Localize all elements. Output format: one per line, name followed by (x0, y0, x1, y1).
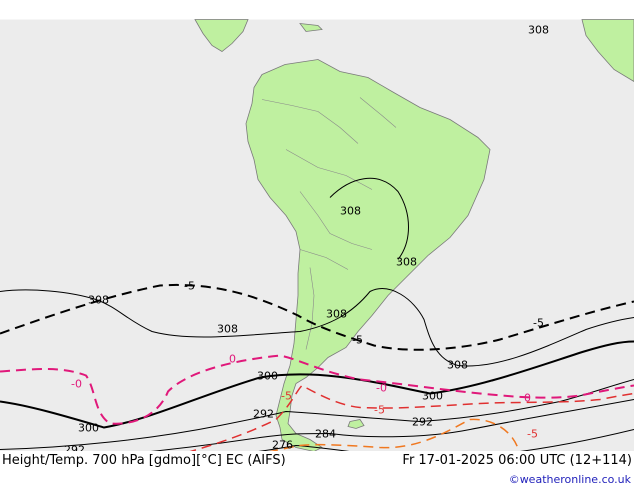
temp-label: -5 (374, 404, 385, 417)
temp-label: 0 (524, 392, 531, 405)
height-contour-308-north (0, 288, 634, 367)
product-title: Height/Temp. 700 hPa [gdmo][°C] EC (AIFS… (2, 453, 286, 468)
height-label: 292 (253, 408, 274, 421)
height-label: 308 (326, 308, 347, 321)
temp-label: -5 (352, 334, 363, 347)
height-label: 284 (315, 428, 336, 441)
height-label: 308 (447, 359, 468, 372)
temp-label-layer: -5 -5 -5 -5 0 -0 -0 0 -5 -5 (71, 280, 544, 441)
height-label: 308 (217, 323, 238, 336)
temp-label: -5 (527, 428, 538, 441)
falkland-islands (347, 419, 365, 429)
temp-contour-minus5-north (0, 283, 634, 351)
height-label: 308 (340, 205, 361, 218)
height-label: 292 (412, 416, 433, 429)
temp-label: 0 (229, 353, 236, 366)
height-label: 308 (88, 294, 109, 307)
height-label: 300 (78, 422, 99, 435)
temp-contour-minus5-south (139, 384, 634, 467)
temp-label: -5 (533, 317, 544, 330)
height-label: 300 (257, 370, 278, 383)
temp-label: -0 (71, 378, 82, 391)
site-credit-link[interactable]: ©weatheronline.co.uk (508, 473, 631, 486)
temp-label: -0 (376, 382, 387, 395)
height-label: 300 (422, 390, 443, 403)
country-borders (261, 97, 397, 350)
temp-contour-zero (0, 354, 634, 425)
land-layer (194, 19, 634, 452)
map-footer: Height/Temp. 700 hPa [gdmo][°C] EC (AIFS… (0, 451, 634, 490)
caribbean-island (299, 23, 323, 32)
temp-label: -5 (184, 280, 195, 293)
central-america-landmass (194, 19, 249, 52)
height-contour-300 (0, 340, 634, 429)
africa-landmass (581, 19, 634, 82)
valid-time: Fr 17-01-2025 06:00 UTC (12+114) (402, 453, 632, 468)
height-label: 308 (396, 256, 417, 269)
south-america-landmass (245, 59, 491, 452)
height-label: 276 (272, 439, 293, 452)
height-label: 308 (528, 24, 549, 37)
temp-label: -5 (281, 390, 292, 403)
height-contour-308-inland (329, 177, 409, 260)
